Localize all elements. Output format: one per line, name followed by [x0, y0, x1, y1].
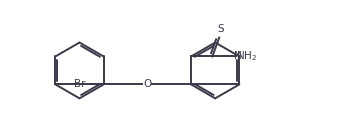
Text: S: S [217, 24, 224, 34]
Text: NH$_2$: NH$_2$ [236, 50, 258, 63]
Text: Br: Br [74, 79, 86, 89]
Text: N: N [233, 52, 241, 62]
Text: O: O [143, 79, 151, 89]
